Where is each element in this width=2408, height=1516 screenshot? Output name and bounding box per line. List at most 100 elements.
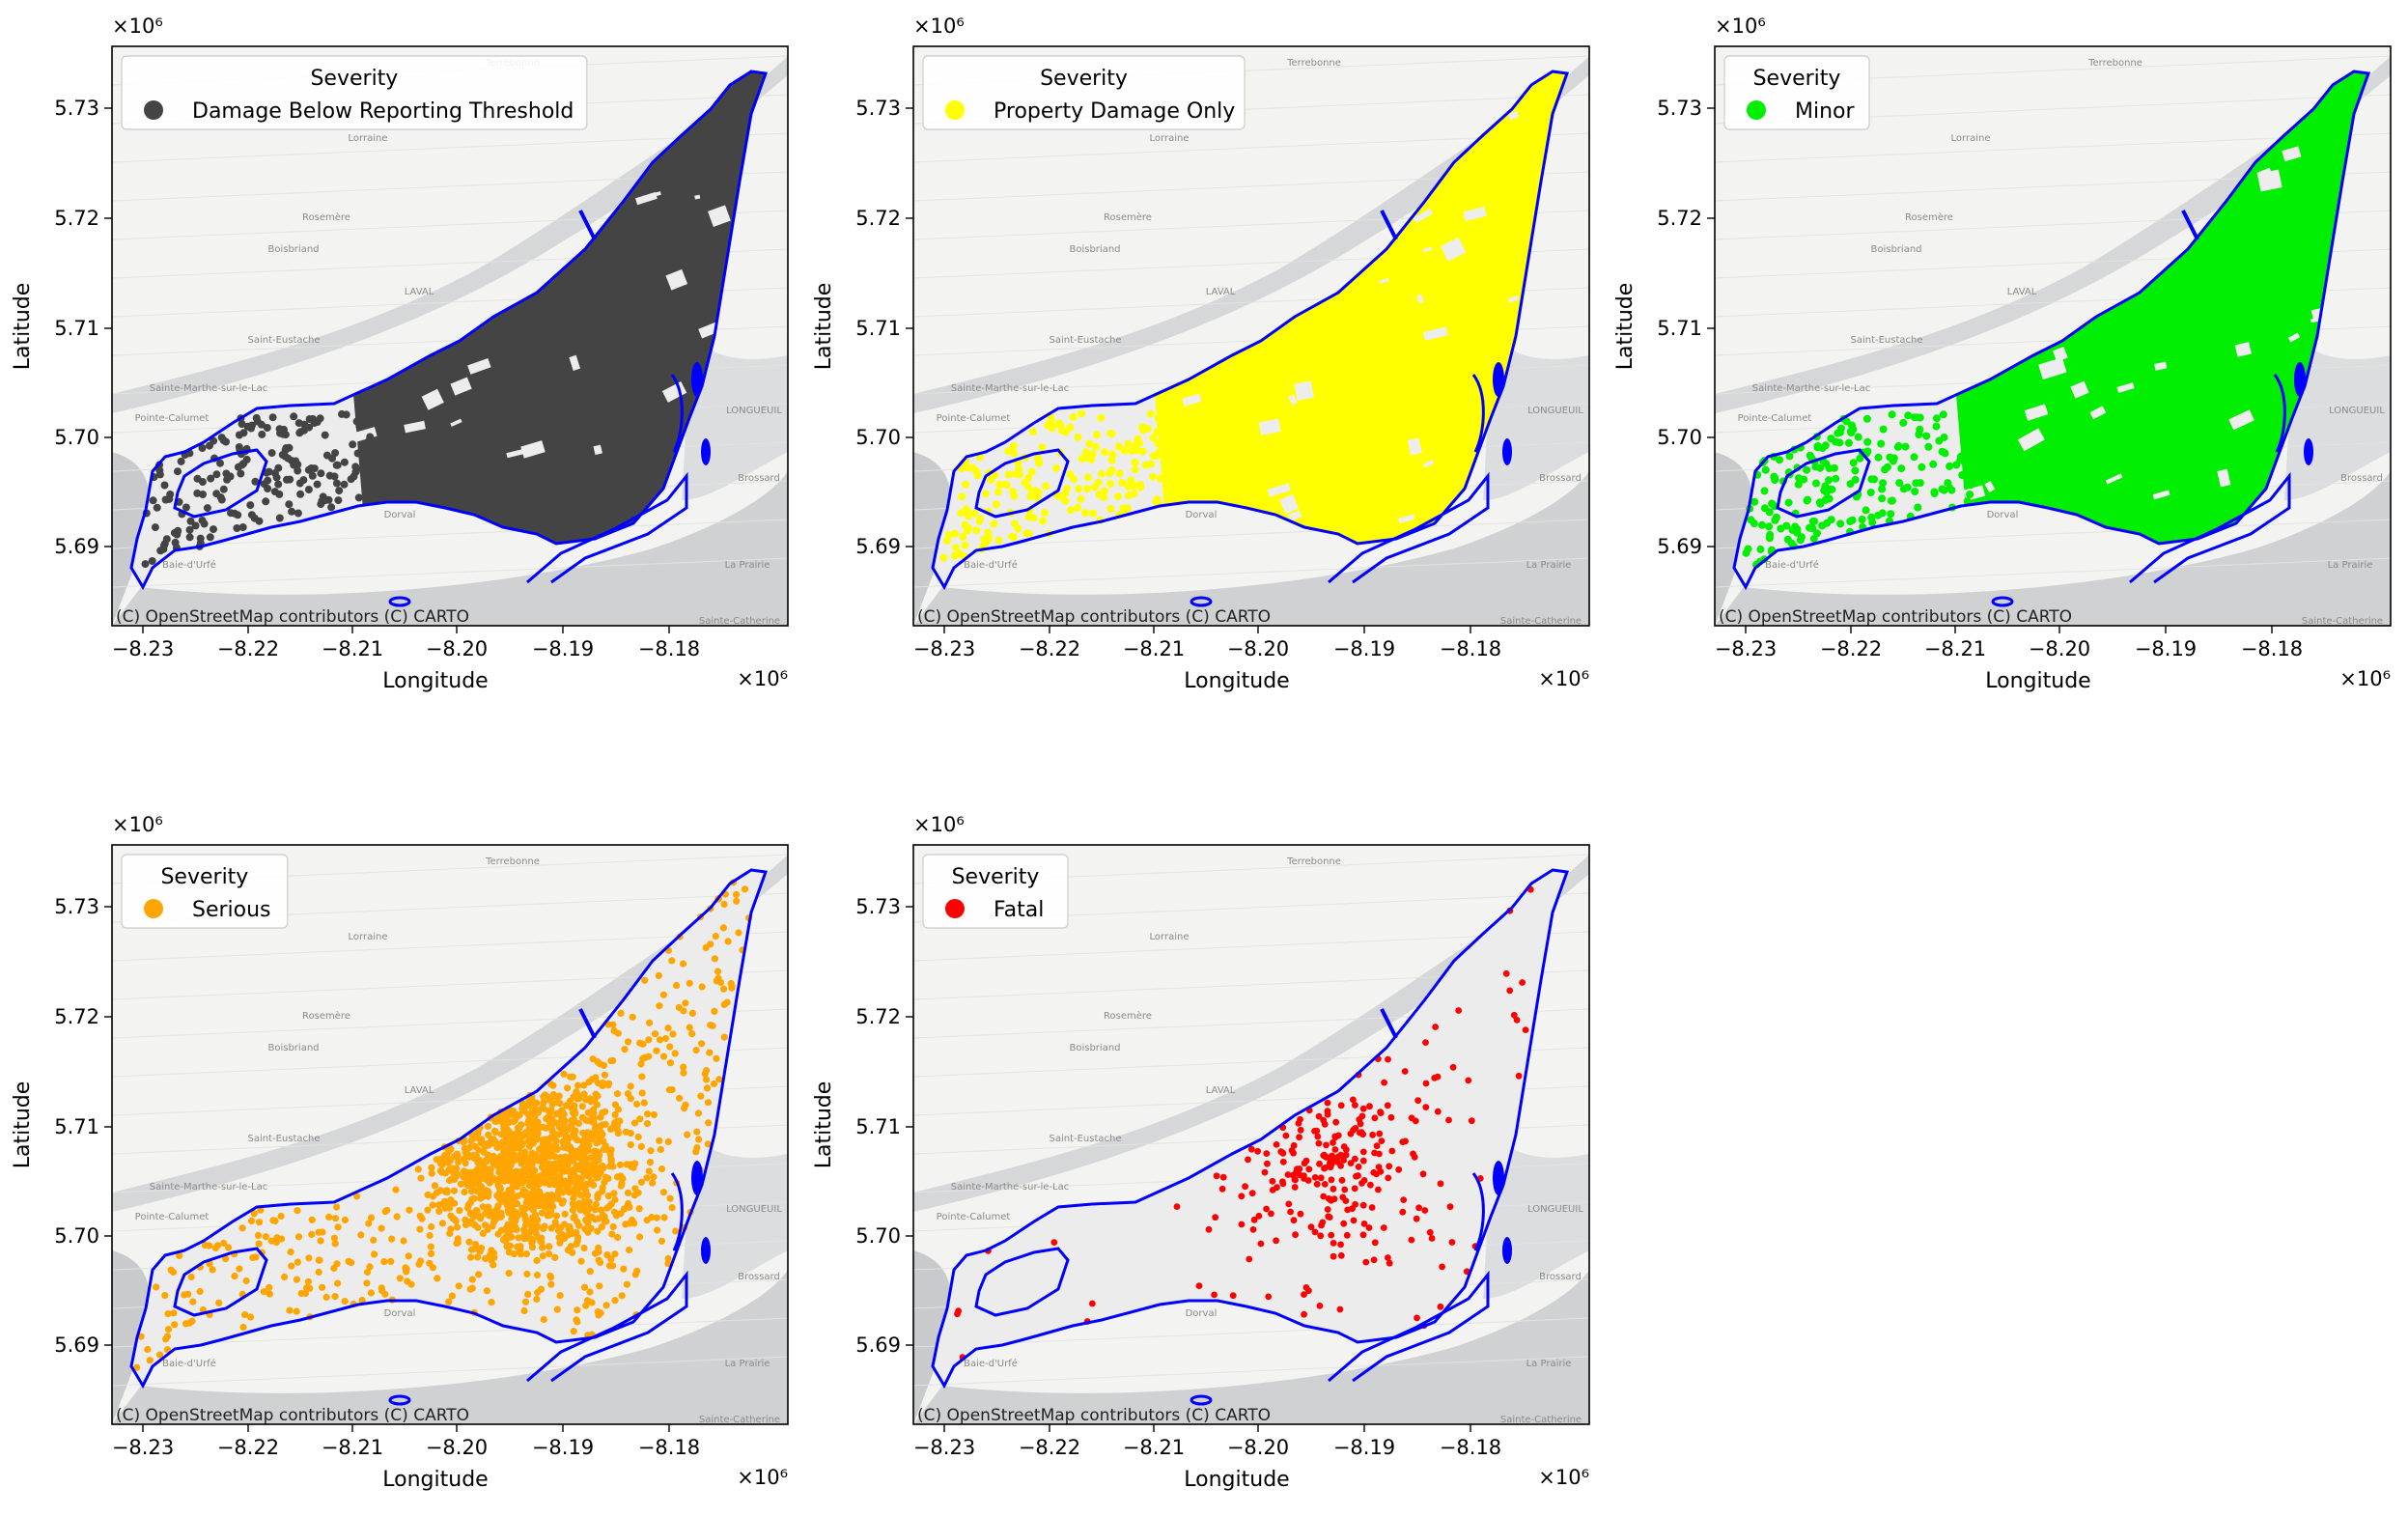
crash-point xyxy=(347,475,355,484)
gap-area xyxy=(665,268,688,291)
crash-point xyxy=(308,471,317,480)
place-label: Pointe-Calumet xyxy=(135,413,210,424)
crash-point xyxy=(638,1089,646,1097)
crash-point xyxy=(614,1233,622,1242)
x-tick-label: −8.21 xyxy=(322,637,383,660)
crash-point xyxy=(165,494,174,503)
gap-area xyxy=(1422,246,1433,253)
crash-point xyxy=(1290,1217,1298,1224)
crash-point xyxy=(1448,1239,1456,1246)
crash-point xyxy=(378,1224,385,1232)
crash-point xyxy=(1124,439,1133,448)
crash-point xyxy=(443,1189,451,1196)
crash-point xyxy=(1395,1165,1403,1173)
crash-point xyxy=(535,1202,543,1210)
crash-point xyxy=(1455,1007,1463,1014)
crash-point xyxy=(559,1143,568,1151)
place-label: Saint-Eustache xyxy=(247,335,320,346)
crash-point xyxy=(529,1126,537,1134)
crash-point xyxy=(1332,1118,1340,1126)
crash-point xyxy=(1317,1232,1325,1240)
y-axis-label: Latitude xyxy=(11,283,35,371)
crash-point xyxy=(720,1033,728,1041)
crash-point xyxy=(493,1192,501,1199)
crash-point xyxy=(1804,495,1812,504)
y-tick-label: 5.72 xyxy=(54,1005,99,1028)
crash-point xyxy=(1263,1205,1270,1213)
crash-point xyxy=(541,1202,548,1210)
crash-point xyxy=(572,1147,579,1156)
crash-point xyxy=(1813,529,1821,538)
crash-point xyxy=(455,1158,462,1165)
crash-point xyxy=(1515,1072,1523,1080)
crash-point xyxy=(247,511,256,519)
crash-point xyxy=(1851,466,1860,475)
crash-point xyxy=(656,1137,663,1144)
crash-point xyxy=(1887,510,1895,519)
gap-area xyxy=(698,322,720,339)
crash-point xyxy=(711,955,719,963)
crash-point xyxy=(673,981,681,990)
crash-point xyxy=(330,472,339,481)
crash-point xyxy=(1422,1080,1430,1087)
crash-point xyxy=(333,1203,341,1211)
crash-point xyxy=(574,1081,582,1089)
crash-point xyxy=(586,1161,594,1168)
crash-point xyxy=(624,1189,632,1196)
crash-point xyxy=(607,1125,615,1133)
riviere-des-prairies xyxy=(112,855,788,1212)
crash-point xyxy=(153,1283,160,1291)
crash-point xyxy=(533,1271,542,1279)
crash-point xyxy=(561,1210,569,1218)
canal-segment xyxy=(2181,210,2199,240)
crash-point xyxy=(1867,513,1876,521)
gap-area xyxy=(421,388,444,410)
crash-point xyxy=(251,477,260,486)
crash-point xyxy=(517,1135,524,1142)
crash-point xyxy=(255,1219,264,1226)
crash-point xyxy=(457,1180,464,1188)
crash-point xyxy=(1916,425,1924,434)
gap-area xyxy=(1422,326,1448,341)
crash-point xyxy=(322,1293,330,1301)
crash-point xyxy=(955,1307,962,1314)
street-line xyxy=(112,132,788,163)
canal-segment xyxy=(578,210,597,240)
crash-point xyxy=(366,1263,374,1271)
crash-point xyxy=(546,1176,554,1184)
st-lawrence-river xyxy=(913,471,1589,626)
crash-point xyxy=(177,457,185,465)
st-lawrence-river xyxy=(112,471,788,626)
gap-area xyxy=(2154,361,2168,371)
crash-point xyxy=(671,1050,679,1057)
crash-point xyxy=(1320,1193,1328,1200)
crash-point xyxy=(215,1299,223,1306)
crash-point xyxy=(231,1273,238,1280)
crash-point xyxy=(355,422,364,431)
crash-point xyxy=(1465,1077,1472,1084)
crash-point xyxy=(658,1237,666,1245)
nuns-island-boundary xyxy=(1328,1270,1490,1383)
crash-point xyxy=(522,1250,531,1258)
crash-point xyxy=(455,1282,462,1290)
crash-point xyxy=(1812,479,1820,488)
crash-point xyxy=(416,1225,424,1233)
crash-point xyxy=(450,1187,458,1194)
crash-point xyxy=(1089,509,1098,518)
crash-point xyxy=(1399,1138,1407,1145)
st-lawrence-river xyxy=(112,1270,788,1424)
crash-point xyxy=(604,1081,612,1089)
street-line xyxy=(112,1356,788,1387)
crash-point xyxy=(643,1120,652,1128)
riviere-des-prairies xyxy=(913,855,1589,1212)
gap-area xyxy=(1415,294,1424,304)
x-tick-label: −8.23 xyxy=(112,637,174,660)
crash-point xyxy=(626,1246,633,1254)
crash-point xyxy=(539,1252,546,1260)
crash-point xyxy=(518,1105,526,1112)
crash-point xyxy=(227,509,235,518)
crash-point xyxy=(255,1240,263,1248)
crash-point xyxy=(1033,493,1042,502)
crash-point xyxy=(353,449,362,458)
crash-point xyxy=(497,1114,506,1122)
